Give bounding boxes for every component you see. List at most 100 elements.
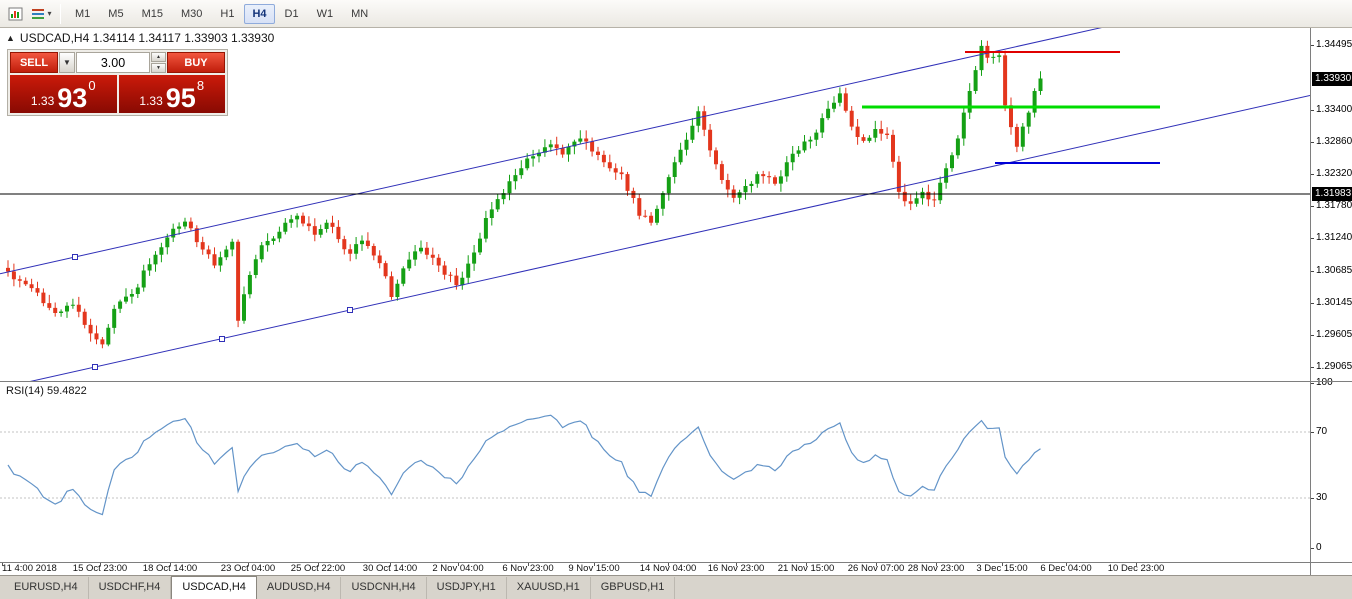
rsi-axis-label: 30 — [1316, 492, 1328, 503]
price-axis-tick — [1311, 238, 1314, 240]
price-axis-label: 1.29065 — [1316, 361, 1352, 373]
chart-icon — [8, 7, 23, 20]
current-price-box: 1.33930 — [1312, 71, 1352, 86]
chart-tab-usdcnh-h4[interactable]: USDCNH,H4 — [341, 576, 427, 599]
time-axis-label: 30 Oct 14:00 — [362, 563, 418, 574]
price-axis-label: 1.34495 — [1316, 39, 1352, 50]
time-axis-tick — [318, 563, 319, 566]
volume-input[interactable] — [76, 52, 150, 73]
chart-tab-usdcad-h4[interactable]: USDCAD,H4 — [171, 575, 257, 599]
price-axis-label: 1.33400 — [1316, 103, 1352, 115]
volume-decrease-button[interactable]: ▼ — [151, 63, 166, 73]
time-axis-label: 6 Dec 04:00 — [1040, 563, 1092, 574]
toolbar-separator — [60, 3, 61, 24]
time-axis-tick — [936, 563, 937, 566]
timeframe-m15-button[interactable]: M15 — [141, 7, 163, 20]
chart-tab-eurusd-h4[interactable]: EURUSD,H4 — [4, 576, 89, 599]
time-axis-tick — [248, 563, 249, 566]
rsi-axis-label: 100 — [1316, 376, 1333, 388]
time-axis-label: 9 Nov 15:00 — [568, 563, 620, 574]
sell-price-sup: 0 — [88, 78, 96, 93]
price-axis-label: 1.32320 — [1316, 168, 1352, 180]
time-axis-tick — [390, 563, 391, 566]
time-axis[interactable]: 11 4:00 2018 15 Oct 23:00 18 Oct 14:00 23 O… — [0, 563, 1310, 575]
price-axis-label: 1.30685 — [1316, 265, 1352, 277]
price-chart-canvas[interactable] — [0, 28, 1310, 381]
time-axis-tick — [170, 563, 171, 566]
price-axis-label: 1.29605 — [1316, 329, 1352, 341]
time-axis-tick — [806, 563, 807, 566]
time-axis-label: 23 Oct 04:00 — [220, 563, 276, 574]
timeframe-w1-button[interactable]: W1 — [316, 7, 334, 20]
time-axis-label: 15 Oct 23:00 — [72, 563, 128, 574]
channel-handle[interactable] — [92, 364, 98, 370]
timeframe-mn-button[interactable]: MN — [351, 7, 369, 20]
time-axis-tick — [594, 563, 595, 566]
volume-increase-button[interactable]: ▲ — [151, 52, 166, 62]
price-axis-tick — [1311, 206, 1314, 208]
volume-spinner: ▲ ▼ — [151, 52, 166, 73]
rsi-axis-label: 70 — [1316, 426, 1328, 437]
sell-price-display[interactable]: 1.33 93 0 — [10, 75, 117, 113]
time-axis-label: 16 Nov 23:00 — [707, 563, 765, 574]
time-axis-label: 28 Nov 23:00 — [907, 563, 965, 574]
chart-tab-gbpusd-h1[interactable]: GBPUSD,H1 — [591, 576, 676, 599]
chart-tab-usdchf-h4[interactable]: USDCHF,H4 — [89, 576, 172, 599]
one-click-toggle-icon[interactable]: ▲ — [6, 33, 15, 43]
channel-lower-line[interactable] — [0, 94, 1310, 381]
time-axis-tick — [1136, 563, 1137, 566]
sell-price-big: 93 — [57, 83, 88, 113]
timeframe-d1-button[interactable]: D1 — [284, 7, 299, 20]
price-axis-label: 1.32860 — [1316, 136, 1352, 148]
time-axis-label: 11 4:00 2018 — [2, 563, 57, 574]
chevron-down-icon: ▼ — [63, 58, 71, 67]
time-axis-label: 26 Nov 07:00 — [847, 563, 905, 574]
price-axis[interactable]: 1.34495 1.33400 1.32860 1.32320 1.31780 1.312… — [1310, 28, 1352, 575]
buy-price-sup: 8 — [196, 78, 205, 93]
price-axis-tick — [1311, 382, 1314, 384]
buy-price-display[interactable]: 1.33 95 8 — [118, 75, 225, 113]
time-axis-label: 3 Dec 15:00 — [976, 563, 1028, 574]
price-axis-tick — [1311, 271, 1314, 273]
channel-handle[interactable] — [72, 254, 78, 260]
sell-price-prefix: 1.33 — [30, 94, 55, 108]
rsi-indicator-canvas[interactable] — [0, 382, 1310, 562]
price-axis-tick — [1311, 432, 1314, 433]
price-axis-tick — [1311, 303, 1314, 305]
pane-splitter[interactable] — [0, 381, 1352, 382]
time-axis-tick — [1066, 563, 1067, 566]
chart-tab-usdjpy-h1[interactable]: USDJPY,H1 — [427, 576, 507, 599]
time-axis-tick — [458, 563, 459, 566]
time-axis-separator — [0, 562, 1352, 563]
sell-button[interactable]: SELL — [10, 52, 58, 73]
time-axis-tick — [2, 563, 3, 566]
new-chart-button[interactable] — [4, 3, 28, 25]
time-axis-label: 25 Oct 22:00 — [290, 563, 346, 574]
timeframe-m1-button[interactable]: M1 — [75, 7, 91, 20]
buy-button[interactable]: BUY — [167, 52, 225, 73]
rsi-axis-label: 0 — [1316, 541, 1322, 553]
buy-price-prefix: 1.33 — [139, 94, 163, 108]
time-axis-tick — [736, 563, 737, 566]
time-axis-tick — [100, 563, 101, 566]
chart-tab-audusd-h4[interactable]: AUDUSD,H4 — [257, 576, 342, 599]
timeframe-button-group: M1 M5 M15 M30 H1 H4 D1 W1 MN — [66, 3, 377, 24]
timeframe-h1-button[interactable]: H1 — [220, 7, 235, 20]
chart-style-button[interactable]: ▾ — [30, 3, 54, 25]
volume-dropdown-button[interactable]: ▼ — [59, 52, 75, 73]
price-axis-label: 1.31780 — [1316, 200, 1352, 212]
chevron-down-icon: ▾ — [47, 9, 52, 18]
channel-handle[interactable] — [347, 307, 353, 313]
chart-tab-xauusd-h1[interactable]: XAUUSD,H1 — [507, 576, 591, 599]
price-axis-label: 1.30145 — [1316, 297, 1352, 309]
timeframe-m5-button[interactable]: M5 — [108, 7, 124, 20]
channel-upper-line[interactable] — [0, 28, 1310, 275]
timeframe-h4-button[interactable]: H4 — [244, 3, 275, 24]
price-axis-tick — [1311, 498, 1314, 499]
price-axis-tick — [1311, 367, 1314, 369]
time-axis-tick — [528, 563, 529, 566]
rsi-indicator-label: RSI(14) 59.4822 — [6, 385, 87, 397]
timeframe-m30-button[interactable]: M30 — [180, 7, 203, 20]
channel-handle[interactable] — [219, 336, 225, 342]
